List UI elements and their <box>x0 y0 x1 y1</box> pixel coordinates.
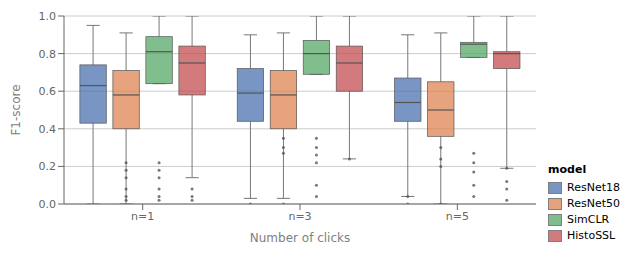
svg-text:Number of clicks: Number of clicks <box>250 231 350 245</box>
html-text:HistoSSL: HistoSSL <box>567 229 616 242</box>
html-text:ResNet50: ResNet50 <box>567 197 620 210</box>
svg-text:0.2: 0.2 <box>39 160 57 173</box>
svg-text:n=5: n=5 <box>446 210 469 223</box>
svg-text:F1-score: F1-score <box>9 84 23 135</box>
svg-text:1.0: 1.0 <box>39 10 57 23</box>
svg-text:0.8: 0.8 <box>39 48 57 61</box>
html-text:ResNet18: ResNet18 <box>567 181 620 194</box>
html-text:SimCLR: SimCLR <box>567 213 610 226</box>
svg-text:n=1: n=1 <box>131 210 154 223</box>
svg-text:n=3: n=3 <box>288 210 311 223</box>
svg-text:0.4: 0.4 <box>39 123 57 136</box>
svg-text:0.0: 0.0 <box>39 198 57 211</box>
svg-text:0.6: 0.6 <box>39 85 57 98</box>
html-text:model: model <box>548 163 587 176</box>
